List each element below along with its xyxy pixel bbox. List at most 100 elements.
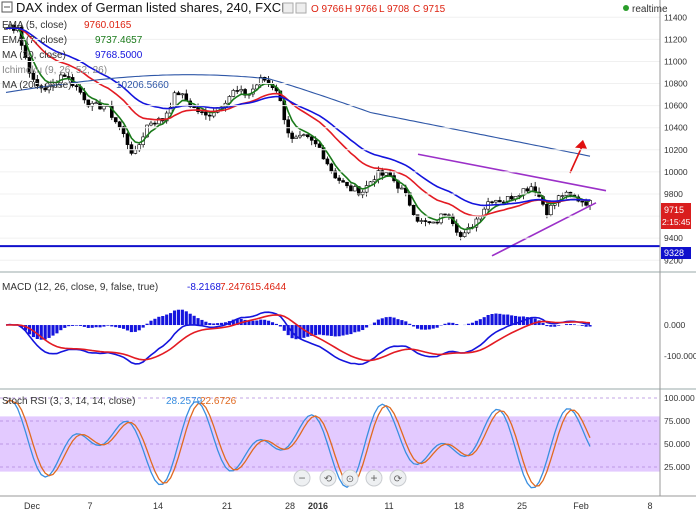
reset-button[interactable] — [341, 469, 359, 487]
macd-series — [5, 309, 592, 366]
scroll-left-button[interactable] — [319, 469, 337, 487]
macd-signal-line — [5, 314, 591, 362]
legend-ichimoku-label[interactable]: Ichimoku (9, 26, 52, 26) — [2, 65, 107, 76]
time-tick-label: 14 — [153, 501, 163, 511]
ma200-line — [5, 74, 591, 157]
candle-body — [329, 163, 334, 172]
candle-body — [231, 90, 236, 97]
candle-body — [27, 57, 32, 74]
macd-legend-label[interactable]: MACD (12, 26, close, 9, false, true) — [2, 282, 158, 293]
candle-body — [584, 201, 588, 206]
candle-body — [43, 87, 47, 91]
stoch-series — [0, 397, 660, 489]
price-tick-label: 11400 — [664, 12, 687, 22]
price-pane[interactable] — [0, 0, 660, 270]
time-tick-label: 8 — [647, 501, 652, 511]
realtime-dot-icon — [623, 5, 629, 11]
candle-body — [478, 216, 483, 220]
candle-body — [121, 126, 126, 135]
candle-body — [137, 144, 142, 151]
time-tick-label: 7 — [87, 501, 92, 511]
realtime-label: realtime — [632, 4, 668, 15]
zoom-controls: − ⟲ ⊙ + ⟳ — [293, 469, 407, 487]
header-eye-icon[interactable] — [282, 2, 307, 14]
zoom-out-button[interactable] — [293, 469, 311, 487]
candle-body — [31, 72, 36, 80]
countdown-text: 2:15:45 — [662, 217, 691, 227]
candle-body — [66, 76, 71, 78]
price-tick-label: 9200 — [664, 255, 683, 265]
time-tick-label: 11 — [384, 501, 393, 511]
legend-ma20-value: 9768.5000 — [95, 50, 143, 61]
candle-body — [360, 191, 365, 196]
candle-body — [490, 201, 494, 204]
time-tick-label: 18 — [454, 501, 464, 511]
zoom-in-button[interactable] — [365, 469, 383, 487]
candle-body — [82, 92, 87, 101]
support-tag-bg — [661, 247, 691, 259]
last-price-tag: 9715 2:15:45 — [661, 203, 691, 229]
candle-body — [313, 140, 318, 145]
ohlc-high: H 9766 — [345, 4, 378, 15]
support-price-tag: 9328 — [661, 247, 691, 259]
header: DAX index of German listed shares, 240, … — [1, 0, 668, 15]
zoom-in-icon: + — [370, 471, 377, 485]
price-tick-label: 10200 — [664, 145, 688, 155]
breakout-arrow-head — [575, 139, 587, 149]
legend-ma200-label[interactable]: MA (200, close) — [2, 80, 71, 91]
candle-body — [415, 214, 420, 222]
candle-body — [208, 114, 212, 117]
candle-body — [302, 134, 306, 136]
stoch-tick-label: 100.000 — [664, 393, 695, 403]
legend-ema-fast-value: 9760.0165 — [84, 20, 132, 31]
candle-body — [298, 134, 302, 138]
candle-body — [333, 170, 338, 179]
price-tick-label: 10000 — [664, 167, 688, 177]
time-tick-label: 21 — [222, 501, 232, 511]
collapse-icon[interactable] — [1, 1, 13, 13]
candle-body — [466, 226, 471, 234]
candle-body — [345, 181, 349, 187]
support-price-text: 9328 — [664, 248, 684, 258]
legend-ema-slow-label[interactable]: EMA (7, close) — [2, 35, 67, 46]
stoch-legend-label[interactable]: Stoch RSI (3, 3, 14, 14, close) — [2, 396, 135, 407]
candle-body — [172, 92, 177, 108]
legend-ema-slow-value: 9737.4657 — [95, 35, 143, 46]
candle-body — [149, 122, 153, 126]
candle-body — [580, 200, 584, 203]
candle-body — [113, 117, 118, 123]
candle-body — [560, 195, 565, 197]
ohlc-low: L 9708 — [379, 4, 410, 15]
candle-body — [337, 177, 341, 181]
candle-body — [341, 180, 345, 183]
candle-body — [309, 136, 314, 141]
macd-signal-value: 7.2476 — [220, 282, 251, 293]
candle-body — [102, 105, 106, 110]
price-series — [0, 24, 660, 257]
candle-body — [423, 220, 428, 222]
legend-ema-fast-label[interactable]: EMA (5, close) — [2, 20, 67, 31]
candle-body — [74, 85, 79, 88]
stoch-k-line — [5, 399, 591, 489]
candle-body — [443, 213, 447, 216]
legend-ma20-label[interactable]: MA (20, close) — [2, 50, 66, 61]
candle-body — [125, 133, 130, 145]
stoch-tick-label: 50.000 — [664, 439, 690, 449]
legend-ma200-value: 10206.5660 — [116, 80, 169, 91]
candle-body — [435, 221, 439, 224]
candle-body — [317, 143, 322, 148]
axes: 11400 11200 11000 10800 10600 10400 10200 10000… — [0, 12, 696, 511]
candle-body — [380, 170, 385, 176]
candle-body — [458, 232, 463, 237]
candle-body — [545, 204, 549, 216]
scroll-right-button[interactable] — [389, 469, 407, 487]
candle-body — [419, 220, 424, 222]
candle-body — [239, 89, 243, 92]
macd-tick-label: -100.000 — [664, 351, 696, 361]
candle-body — [388, 172, 392, 176]
candle-body — [235, 90, 240, 92]
scroll-right-icon: ⟳ — [394, 474, 403, 485]
time-tick-label: 2016 — [308, 501, 328, 511]
